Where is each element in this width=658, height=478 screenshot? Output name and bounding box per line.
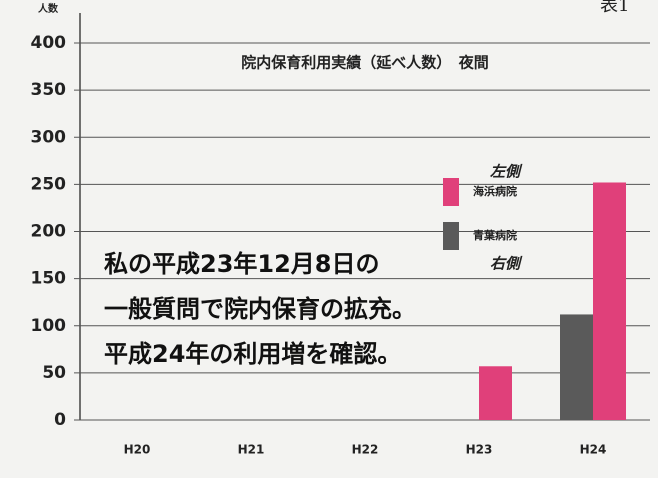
y-tick-label: 400 (31, 33, 67, 53)
y-tick-label: 200 (31, 222, 67, 242)
y-tick-label: 100 (31, 316, 67, 336)
legend-note: 右側 (490, 255, 523, 273)
bar (593, 182, 626, 420)
legend-label: 海浜病院 (473, 184, 517, 198)
annotation: 私の平成23年12月8日の (104, 250, 380, 278)
x-tick-label: H21 (238, 443, 265, 457)
legend-note: 左側 (490, 163, 523, 181)
annotation: 平成24年の利用増を確認。 (104, 340, 401, 368)
legend-label: 青葉病院 (473, 228, 517, 242)
annotation: 一般質問で院内保育の拡充。 (104, 295, 416, 323)
bar (479, 366, 512, 420)
y-axis-label: 人数 (38, 2, 59, 15)
x-tick-label: H22 (352, 443, 379, 457)
bar (560, 314, 593, 420)
x-tick-label: H20 (124, 443, 151, 457)
x-tick-label: H23 (466, 443, 493, 457)
chart-title: 院内保育利用実績（延べ人数） 夜間 (241, 54, 489, 72)
y-tick-label: 250 (31, 174, 67, 194)
legend-swatch (443, 222, 459, 250)
legend-swatch (443, 178, 459, 206)
y-tick-label: 50 (42, 363, 66, 383)
y-tick-label: 150 (31, 269, 67, 289)
y-tick-label: 0 (54, 410, 66, 430)
x-tick-label: H24 (580, 443, 607, 457)
chart: 表1 人数 院内保育利用実績（延べ人数） 夜間 0 50 100 150 200 250 3… (0, 0, 658, 478)
y-tick-label: 300 (31, 127, 67, 147)
corner-label: 表1 (600, 0, 629, 16)
y-tick-label: 350 (31, 80, 67, 100)
